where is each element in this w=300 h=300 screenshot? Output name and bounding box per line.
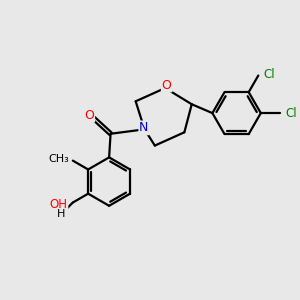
Text: H: H	[57, 209, 65, 219]
Text: O: O	[162, 79, 172, 92]
Text: Cl: Cl	[285, 107, 297, 120]
Text: OH: OH	[50, 197, 68, 211]
Text: Cl: Cl	[264, 68, 275, 81]
Text: O: O	[84, 109, 94, 122]
Text: N: N	[139, 122, 148, 134]
Text: CH₃: CH₃	[49, 154, 69, 164]
